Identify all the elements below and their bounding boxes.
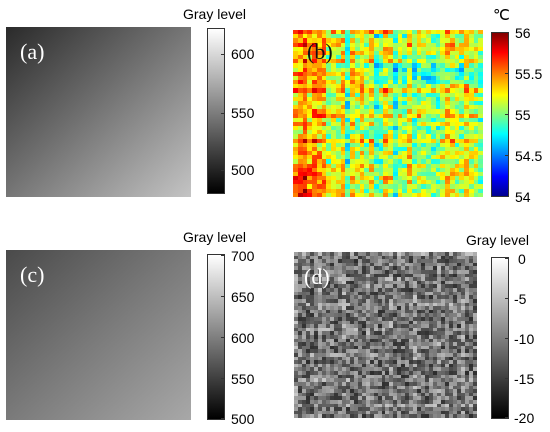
colorbar-b-tickmark xyxy=(505,32,509,33)
colorbar-c-tick: 600 xyxy=(231,330,255,346)
colorbar-d-tickmark xyxy=(505,417,509,418)
panel-a-grayscale-image: (a) xyxy=(6,27,191,197)
colorbar-c-tickmark xyxy=(221,418,225,419)
colorbar-b-tick: 54.5 xyxy=(515,148,543,164)
panel-d-label: (d) xyxy=(304,264,330,289)
colorbar-d-tickmark xyxy=(505,338,509,339)
colorbar-c-tick: 500 xyxy=(231,411,255,427)
colorbar-a-title: Gray level xyxy=(183,6,247,22)
colorbar-c-tickmark xyxy=(221,296,225,297)
colorbar-b-tickmark xyxy=(505,155,509,156)
colorbar-d-tick: -10 xyxy=(514,331,535,347)
panel-b-label: (b) xyxy=(307,39,333,64)
colorbar-c-tick: 650 xyxy=(231,289,255,305)
panel-d-difference-map: (d) xyxy=(294,252,477,418)
colorbar-d-tick: -20 xyxy=(514,410,535,426)
colorbar-b-tickmark xyxy=(505,114,509,115)
difference-texture-grid xyxy=(294,252,477,418)
colorbar-b-tick: 56 xyxy=(515,25,531,41)
colorbar-d-tick: -15 xyxy=(514,371,535,387)
colorbar-b-tickmark xyxy=(505,196,509,197)
colorbar-a-tickmark xyxy=(221,54,225,55)
colorbar-b-tickmark xyxy=(505,73,509,74)
colorbar-a-tick: 600 xyxy=(231,46,255,62)
colorbar-c-tick: 550 xyxy=(231,371,255,387)
colorbar-b-tick: 55 xyxy=(515,107,531,123)
colorbar-c-tick: 700 xyxy=(231,248,255,264)
colorbar-d-tickmark xyxy=(505,378,509,379)
colorbar-a-tick: 550 xyxy=(231,105,255,121)
colorbar-a-tick: 500 xyxy=(231,162,255,178)
colorbar-d-tick: 0 xyxy=(518,251,526,267)
panel-c-grayscale-image: (c) xyxy=(6,250,191,420)
colorbar-b-tick: 54 xyxy=(515,189,531,205)
colorbar-c-tickmark xyxy=(221,337,225,338)
colorbar-b-tick: 55.5 xyxy=(515,66,543,82)
colorbar-d-title: Gray level xyxy=(466,232,530,248)
temperature-heatmap-grid xyxy=(293,30,483,197)
colorbar-a-tickmark xyxy=(221,170,225,171)
panel-c-label: (c) xyxy=(20,262,45,287)
colorbar-c-tickmark xyxy=(221,378,225,379)
colorbar-c-title: Gray level xyxy=(183,229,247,245)
colorbar-c-tickmark xyxy=(221,255,225,256)
colorbar-d-tickmark xyxy=(505,258,509,259)
colorbar-d-tickmark xyxy=(505,298,509,299)
panel-a-label: (a) xyxy=(20,39,45,64)
panel-b-temperature-map: (b) xyxy=(293,30,483,197)
colorbar-b-title: ℃ xyxy=(493,7,510,24)
colorbar-d-tick: -5 xyxy=(514,291,527,307)
colorbar-a-tickmark xyxy=(221,113,225,114)
colorbar-a xyxy=(207,28,225,194)
